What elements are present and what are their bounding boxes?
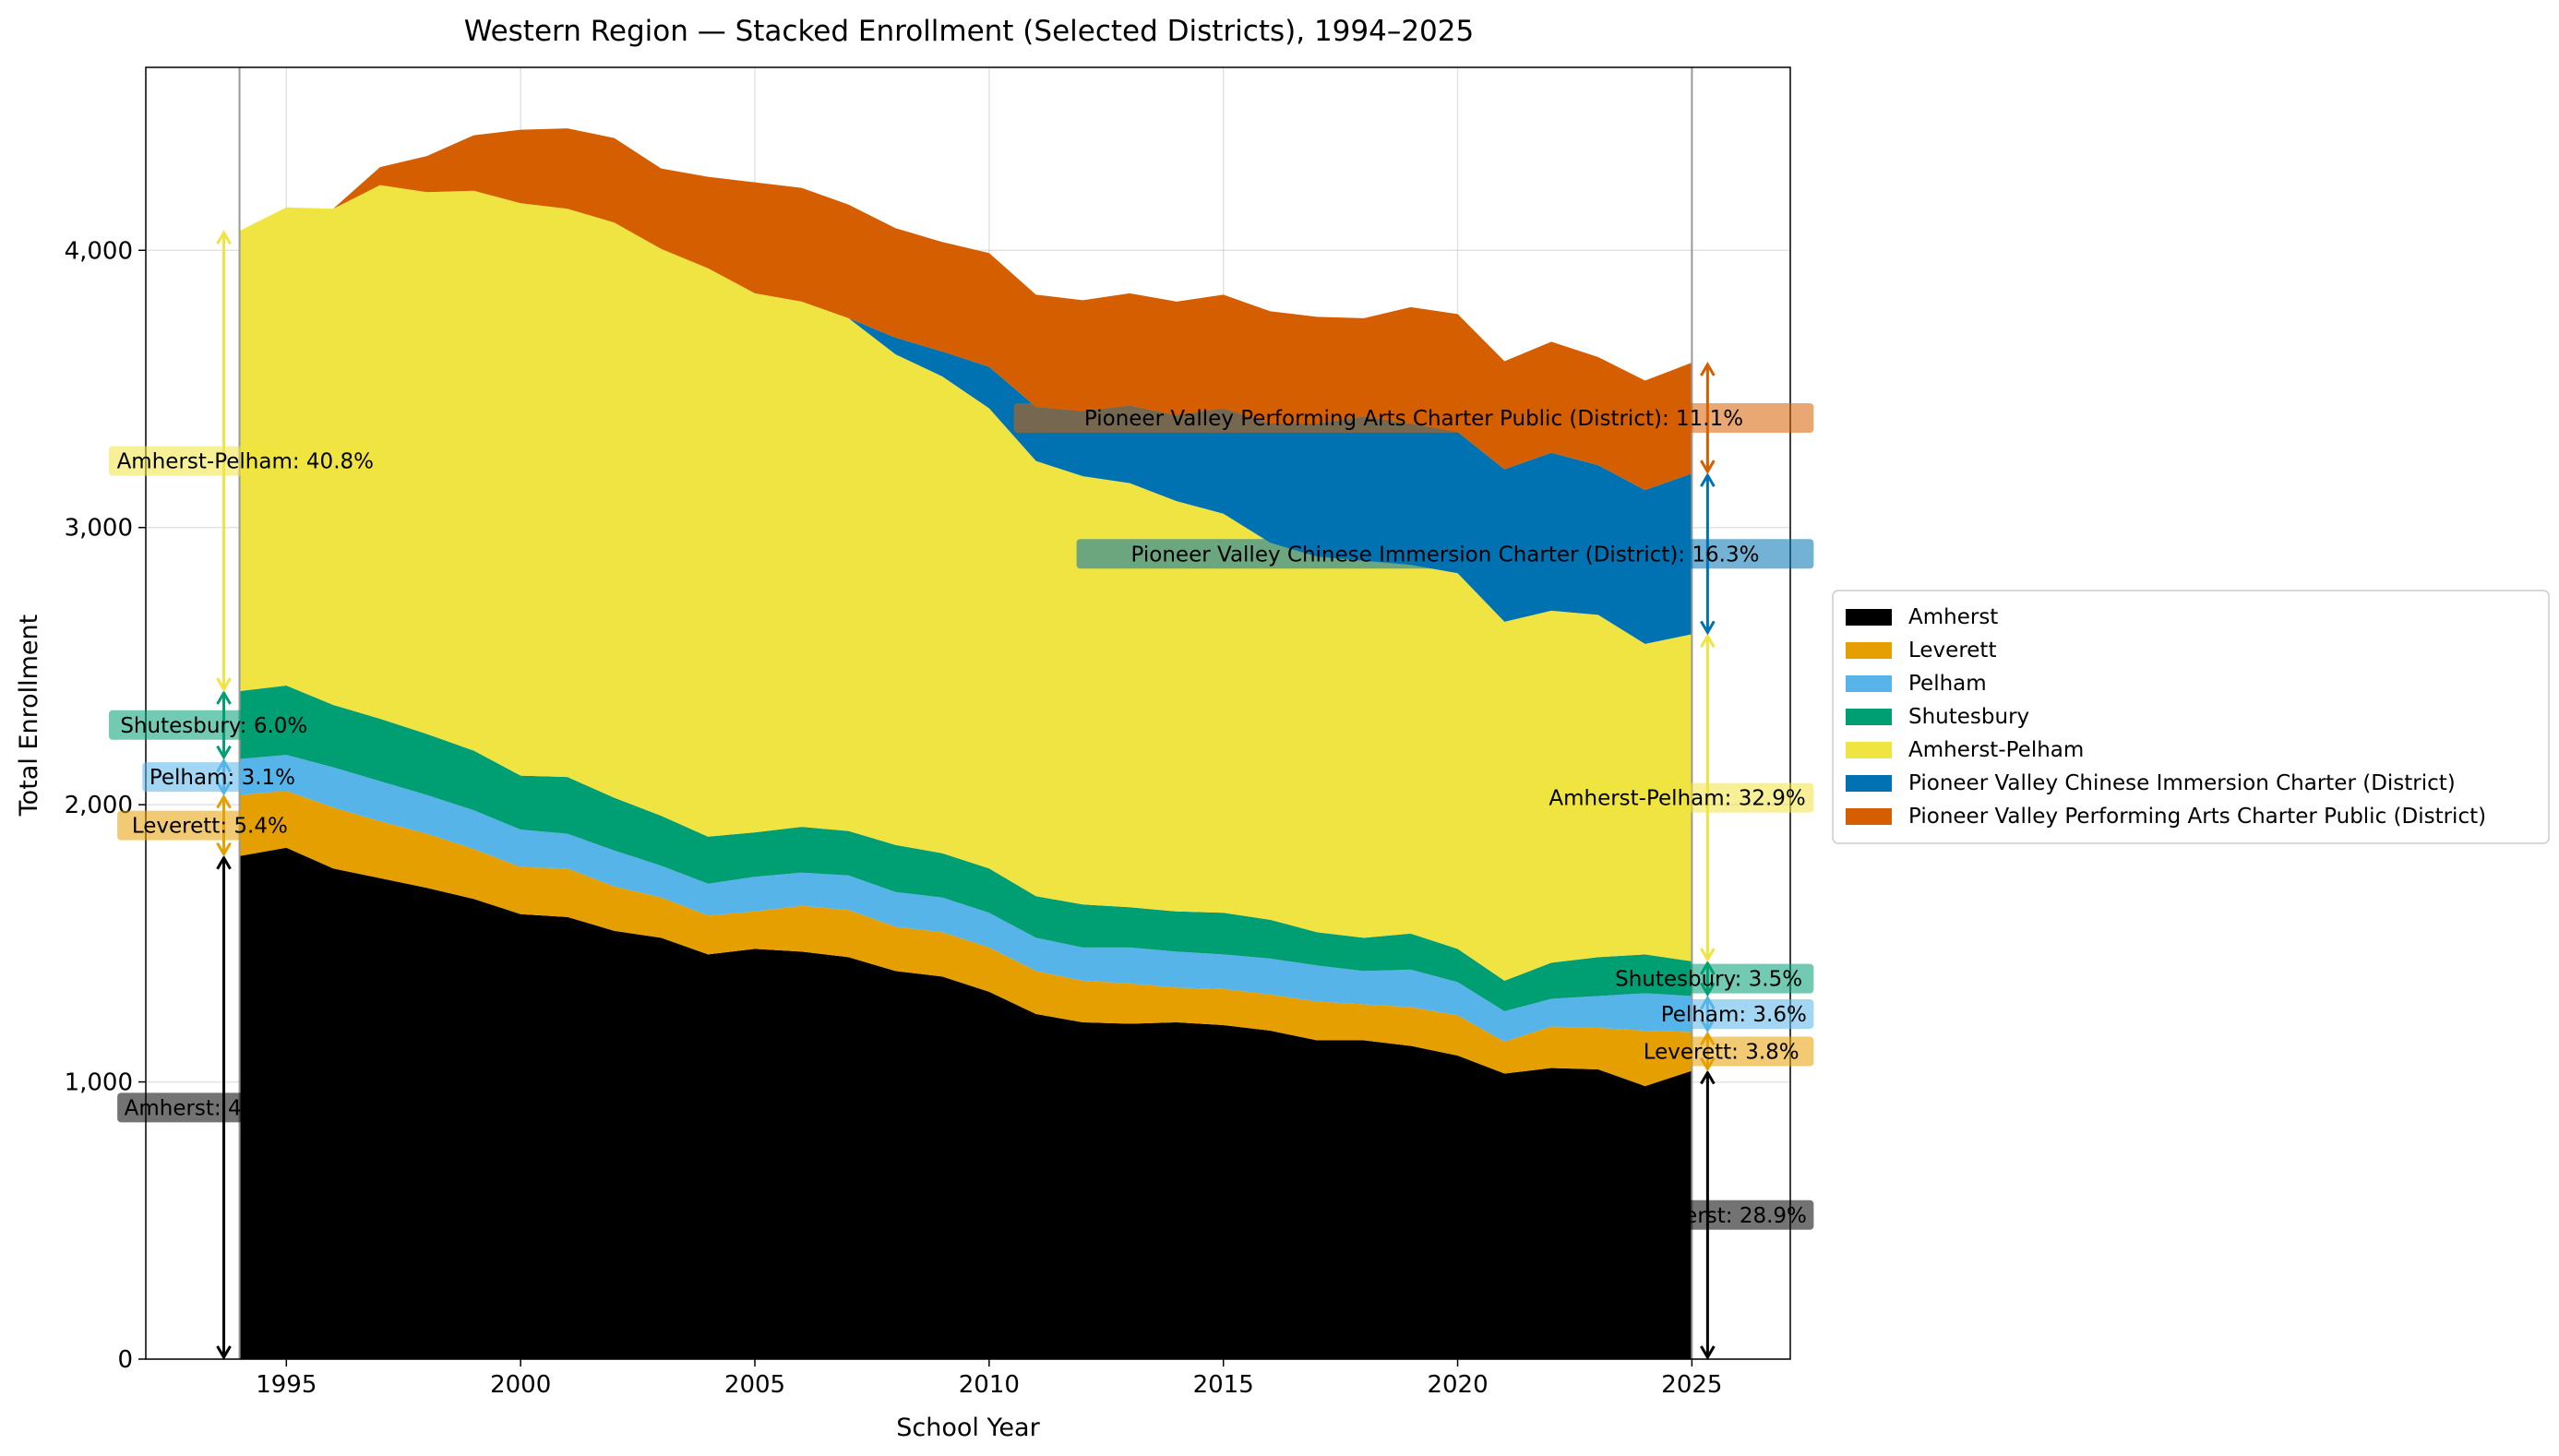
annotation-label: Pelham: 3.6% <box>1654 998 1814 1029</box>
legend-entry: Amherst-Pelham <box>1908 738 2084 762</box>
x-axis-ticks: 1995 2000 2005 2010 2015 2020 2025 <box>256 1359 1722 1399</box>
y-tick-label: 0 <box>117 1346 133 1374</box>
annotation-label: Amherst: 28.9% <box>1628 1199 1814 1230</box>
annotation-label: Pioneer Valley Performing Arts Charter P… <box>1013 403 1814 434</box>
annotation-label: Pioneer Valley Chinese Immersion Charter… <box>1076 539 1814 569</box>
annotation-label: Leverett: 5.4% <box>117 810 303 841</box>
x-axis-label: School Year <box>896 1414 1040 1442</box>
legend-entry: Pioneer Valley Performing Arts Charter P… <box>1908 805 2486 829</box>
annotation-label: Amherst: 44.6% <box>117 1092 303 1123</box>
annotation-text: Shutesbury: 6.0% <box>120 714 307 738</box>
legend-swatch <box>1846 642 1892 659</box>
legend-swatch <box>1846 775 1892 792</box>
legend-swatch <box>1846 675 1892 692</box>
x-tick-label: 2010 <box>959 1371 1020 1399</box>
annotation-text: Leverett: 5.4% <box>132 815 288 839</box>
annotation-text: Pelham: 3.6% <box>1661 1003 1807 1027</box>
area-pelham <box>239 755 1692 1043</box>
legend: Amherst Leverett Pelham Shutesbury Amherst-P… <box>1832 590 2550 844</box>
x-tick-label: 2020 <box>1427 1371 1488 1399</box>
legend-box <box>1832 590 2550 844</box>
x-tick-label: 1995 <box>256 1371 317 1399</box>
area-layers <box>239 128 1692 1359</box>
legend-swatch <box>1846 709 1892 725</box>
y-tick-label: 3,000 <box>65 515 133 543</box>
annotation-label: Leverett: 3.8% <box>1628 1036 1814 1067</box>
annotation-label: Shutesbury: 6.0% <box>109 710 319 740</box>
annotation-text: Shutesbury: 3.5% <box>1615 968 1802 992</box>
legend-entry: Leverett <box>1908 638 1996 662</box>
x-tick-label: 2025 <box>1661 1371 1722 1399</box>
legend-swatch <box>1846 808 1892 825</box>
x-tick-label: 2000 <box>490 1371 551 1399</box>
area-amherst-pelham <box>239 185 1692 981</box>
y-tick-label: 1,000 <box>65 1069 133 1097</box>
annotation-label: Shutesbury: 3.5% <box>1603 963 1814 994</box>
area-leverett <box>239 791 1692 1087</box>
annotation-text: Amherst: 44.6% <box>125 1096 295 1120</box>
annotation-text: Amherst: 28.9% <box>1635 1204 1806 1228</box>
annotation-label: Amherst-Pelham: 32.9% <box>1540 782 1814 813</box>
area-shutesbury <box>239 685 1692 1011</box>
chart-title: Western Region — Stacked Enrollment (Sel… <box>464 15 1474 48</box>
area-amherst <box>239 847 1692 1359</box>
annotation-label: Pelham: 3.1% <box>142 762 303 793</box>
legend-entry: Pelham <box>1908 672 1987 696</box>
legend-swatch <box>1846 742 1892 758</box>
legend-entry: Shutesbury <box>1908 705 2029 729</box>
annotation-text: Leverett: 3.8% <box>1644 1041 1800 1065</box>
annotation-text: Pelham: 3.1% <box>149 766 295 790</box>
y-axis-label: Total Enrollment <box>15 615 43 817</box>
x-tick-label: 2005 <box>724 1371 785 1399</box>
x-tick-label: 2015 <box>1193 1371 1254 1399</box>
y-tick-label: 4,000 <box>65 237 133 265</box>
annotation-text: Pioneer Valley Performing Arts Charter P… <box>1084 407 1743 431</box>
annotation-text: Amherst-Pelham: 40.8% <box>117 450 374 474</box>
legend-entry: Amherst <box>1908 605 1998 629</box>
share-annotations: Amherst: 44.6% Leverett: 5.4% Pelham: 3.1%… <box>109 230 1814 1360</box>
area-pioneer-valley-chinese-immersion-charter-district <box>239 185 1692 644</box>
annotation-text: Pioneer Valley Chinese Immersion Charter… <box>1131 543 1760 567</box>
annotation-text: Amherst-Pelham: 32.9% <box>1549 787 1805 811</box>
annotation-label: Amherst-Pelham: 40.8% <box>109 446 382 476</box>
area-pioneer-valley-performing-arts-charter-public-district <box>239 128 1692 491</box>
legend-entry: Pioneer Valley Chinese Immersion Charter… <box>1908 771 2456 795</box>
legend-swatch <box>1846 609 1892 626</box>
